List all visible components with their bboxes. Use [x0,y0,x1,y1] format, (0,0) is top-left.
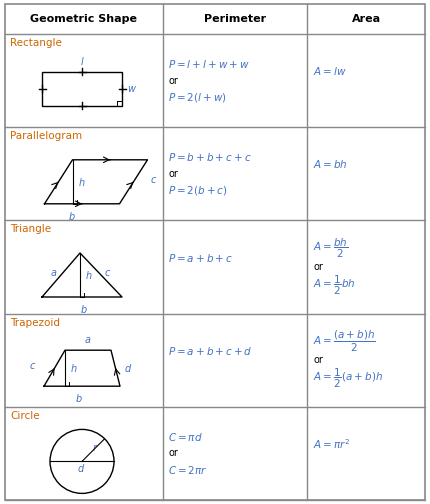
Text: $P = a + b + c$: $P = a + b + c$ [169,251,233,264]
Text: $P = 2(l + w)$: $P = 2(l + w)$ [169,91,227,104]
Text: $A = \dfrac{(a+b)h}{2}$: $A = \dfrac{(a+b)h}{2}$ [313,329,376,354]
Text: $a$: $a$ [84,335,92,345]
Text: Rectangle: Rectangle [10,38,62,48]
Text: Geometric Shape: Geometric Shape [30,14,137,24]
Text: $b$: $b$ [68,210,76,222]
Text: $C = 2\pi r$: $C = 2\pi r$ [169,464,208,476]
Text: $h$: $h$ [85,269,92,281]
Text: or: or [169,76,178,86]
Text: $P = b + b + c + c$: $P = b + b + c + c$ [169,151,252,163]
Text: or: or [313,355,323,365]
Text: $A = \dfrac{1}{2}(a + b)h$: $A = \dfrac{1}{2}(a + b)h$ [313,367,383,391]
Text: $b$: $b$ [75,392,83,404]
Text: $A = \dfrac{1}{2}bh$: $A = \dfrac{1}{2}bh$ [313,274,356,297]
Text: or: or [313,262,323,272]
Text: $l$: $l$ [80,54,84,67]
Text: or: or [169,449,178,459]
Text: Trapezoid: Trapezoid [10,318,60,328]
Text: Area: Area [352,14,381,24]
Bar [42,72,122,106]
Text: or: or [169,169,178,179]
Text: $A = \dfrac{bh}{2}$: $A = \dfrac{bh}{2}$ [313,237,349,260]
Text: $c$: $c$ [29,361,36,371]
Text: $A = \pi r^2$: $A = \pi r^2$ [313,437,351,451]
Text: $h$: $h$ [70,362,77,374]
Text: $c$: $c$ [104,268,111,278]
Text: $r$: $r$ [92,443,98,454]
Text: $A = bh$: $A = bh$ [313,158,348,170]
Text: $P = 2(b + c)$: $P = 2(b + c)$ [169,184,228,197]
Text: $h$: $h$ [77,176,85,188]
Text: $w$: $w$ [127,84,137,94]
Text: $b$: $b$ [80,303,88,315]
Text: Perimeter: Perimeter [204,14,266,24]
Text: Circle: Circle [10,411,40,421]
Text: $a$: $a$ [50,268,57,278]
Text: $A = lw$: $A = lw$ [313,66,347,77]
Text: $c$: $c$ [150,175,158,185]
Text: Parallelogram: Parallelogram [10,131,82,141]
Text: Triangle: Triangle [10,224,51,234]
Text: $C = \pi d$: $C = \pi d$ [169,430,203,443]
Text: $P = a + b + c + d$: $P = a + b + c + d$ [169,345,253,357]
Text: $d$: $d$ [77,463,86,474]
Text: $P = l + l + w + w$: $P = l + l + w + w$ [169,58,250,70]
Text: $d$: $d$ [124,362,132,374]
